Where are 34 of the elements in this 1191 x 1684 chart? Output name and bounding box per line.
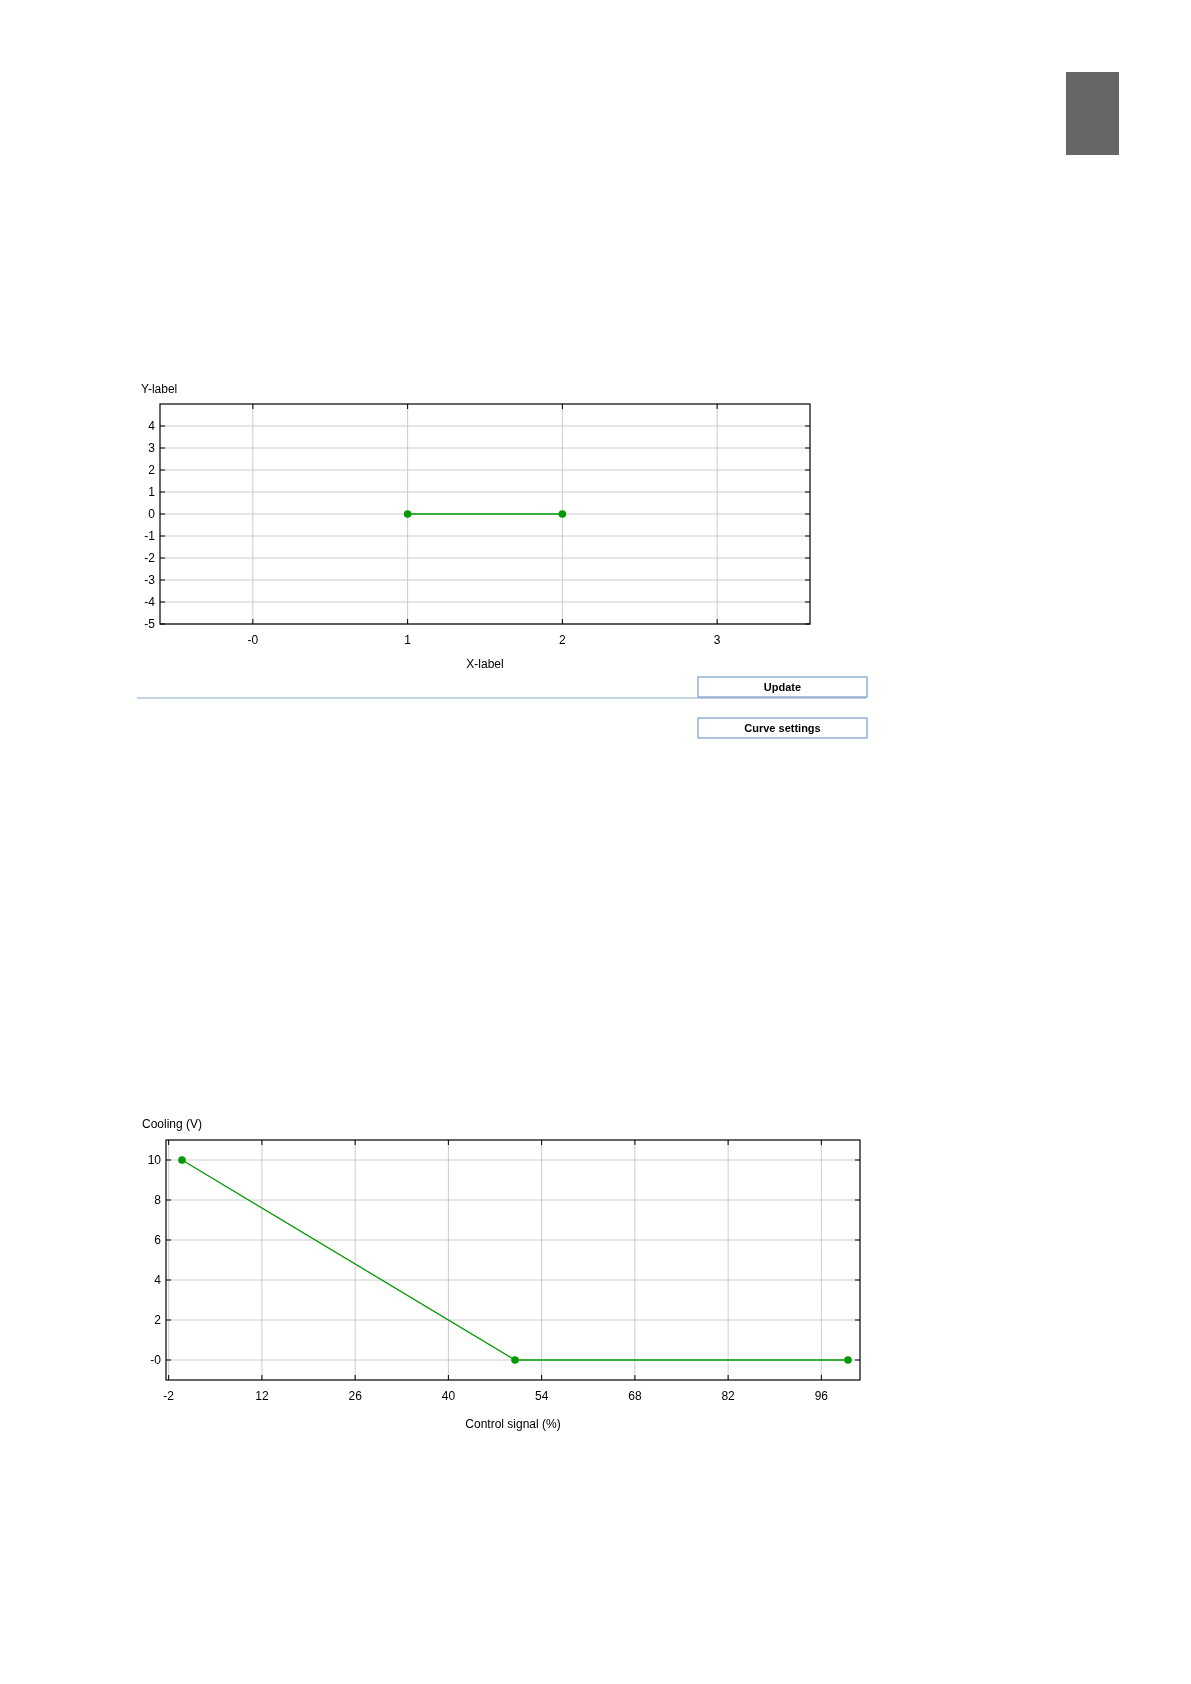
x-tick-label: 40 — [441, 1389, 456, 1403]
y-tick-label: 2 — [154, 1313, 162, 1327]
y-tick-label: 0 — [148, 507, 156, 521]
y-tick-label: 4 — [148, 419, 156, 433]
button[interactable]: Curve settings — [697, 717, 868, 739]
x-tick-label: 26 — [348, 1389, 363, 1403]
y-tick-label: 8 — [154, 1193, 162, 1207]
x-tick-label: 1 — [404, 633, 412, 647]
x-tick-label: 96 — [814, 1389, 829, 1403]
y-tick-label: 2 — [148, 463, 156, 477]
x-tick-label: 2 — [559, 633, 567, 647]
x-tick-label: 68 — [628, 1389, 642, 1403]
y-tick-label: 10 — [147, 1153, 162, 1167]
y-tick-label: 1 — [148, 485, 156, 499]
y-axis-title: Y-label — [141, 382, 178, 396]
button[interactable]: Update — [697, 676, 868, 698]
y-tick-label: -1 — [144, 529, 156, 543]
y-axis-title: Cooling (V) — [142, 1117, 203, 1131]
y-tick-label: 6 — [154, 1233, 162, 1247]
y-tick-label: 3 — [148, 441, 156, 455]
y-tick-label: 4 — [154, 1273, 162, 1287]
y-tick-label: -5 — [144, 617, 156, 631]
y-tick-label: -2 — [144, 551, 156, 565]
x-tick-label: -2 — [163, 1389, 175, 1403]
y-tick-label: -3 — [144, 573, 156, 587]
y-tick-label: -0 — [150, 1353, 162, 1367]
x-tick-label: -0 — [247, 633, 259, 647]
x-tick-label: 12 — [255, 1389, 269, 1403]
x-tick-label: 82 — [721, 1389, 736, 1403]
x-axis-title: Control signal (%) — [465, 1417, 561, 1431]
x-tick-label: 54 — [534, 1389, 549, 1403]
y-tick-label: -4 — [144, 595, 156, 609]
x-axis-title: X-label — [466, 657, 504, 671]
x-tick-label: 3 — [713, 633, 721, 647]
